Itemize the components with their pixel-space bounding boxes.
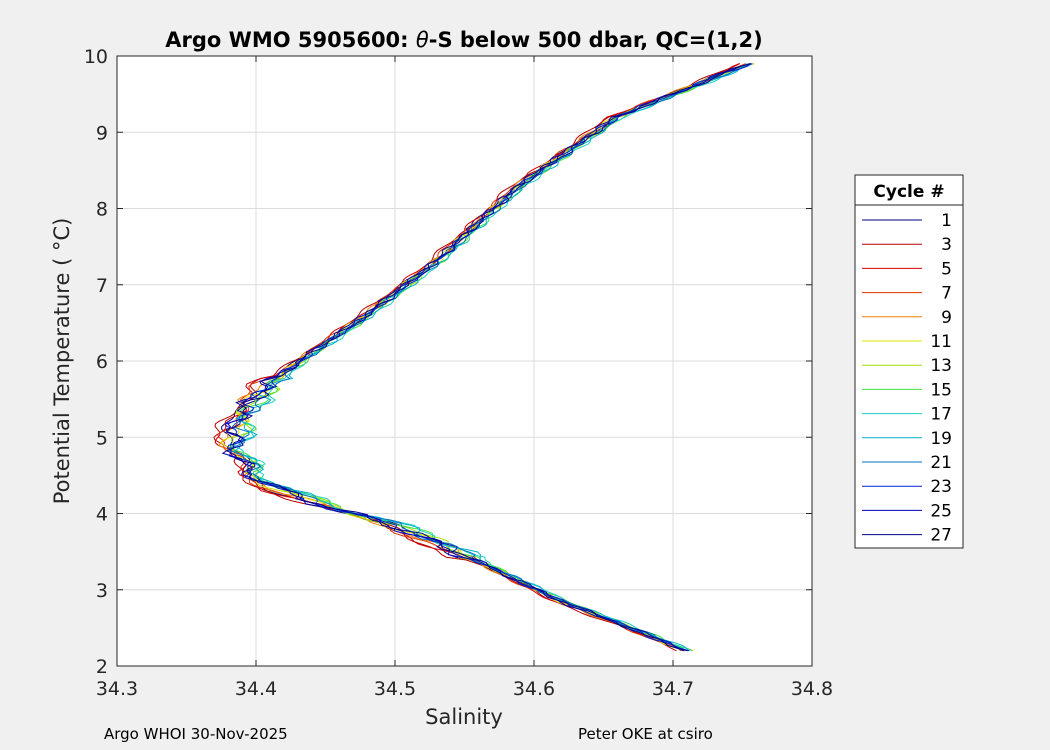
legend-label-cycle-11: 11 xyxy=(930,332,952,352)
legend-label-cycle-1: 1 xyxy=(941,211,952,231)
y-tick-label: 6 xyxy=(96,351,108,373)
y-tick-label: 7 xyxy=(96,275,108,297)
y-axis-label: Potential Temperature ( °C) xyxy=(50,218,74,505)
x-axis-label: Salinity xyxy=(425,705,503,729)
footer-right: Peter OKE at csiro xyxy=(578,725,713,743)
series-layer xyxy=(213,63,755,652)
x-tick-label: 34.8 xyxy=(791,678,833,700)
legend-label-cycle-13: 13 xyxy=(930,356,952,376)
legend-label-cycle-23: 23 xyxy=(930,477,952,497)
legend-label-cycle-9: 9 xyxy=(941,308,952,328)
legend-title: Cycle # xyxy=(873,182,944,202)
legend-label-cycle-27: 27 xyxy=(930,526,952,546)
legend-label-cycle-17: 17 xyxy=(930,405,952,425)
x-tick-label: 34.6 xyxy=(513,678,555,700)
x-tick-label: 34.5 xyxy=(374,678,416,700)
legend-label-cycle-21: 21 xyxy=(930,453,952,473)
legend-label-cycle-15: 15 xyxy=(930,380,952,400)
y-tick-label: 8 xyxy=(96,199,108,221)
legend-label-cycle-19: 19 xyxy=(930,429,952,449)
series-line-cycle-25 xyxy=(221,63,751,652)
x-tick-label: 34.7 xyxy=(652,678,694,700)
y-tick-label: 3 xyxy=(96,580,108,602)
series-line-cycle-27 xyxy=(225,63,752,652)
x-tick-label: 34.3 xyxy=(96,678,138,700)
legend-label-cycle-7: 7 xyxy=(941,284,952,304)
legend-label-cycle-25: 25 xyxy=(930,501,952,521)
legend-label-cycle-3: 3 xyxy=(941,235,952,255)
footer-left: Argo WHOI 30-Nov-2025 xyxy=(104,725,288,743)
x-tick-label: 34.4 xyxy=(235,678,277,700)
y-tick-label: 10 xyxy=(84,46,108,68)
legend-label-cycle-5: 5 xyxy=(941,259,952,279)
y-tick-label: 4 xyxy=(96,504,108,526)
y-tick-label: 9 xyxy=(96,122,108,144)
chart-title: Argo WMO 5905600: θ-S below 500 dbar, QC… xyxy=(165,28,762,52)
y-tick-label: 2 xyxy=(96,656,108,678)
series-line-cycle-23 xyxy=(224,63,751,652)
y-tick-label: 5 xyxy=(96,427,108,449)
axis-ticks: 34.3 34.4 34.5 34.6 34.7 34.8 2 3 4 5 6 7 8 9 10 xyxy=(84,46,833,700)
